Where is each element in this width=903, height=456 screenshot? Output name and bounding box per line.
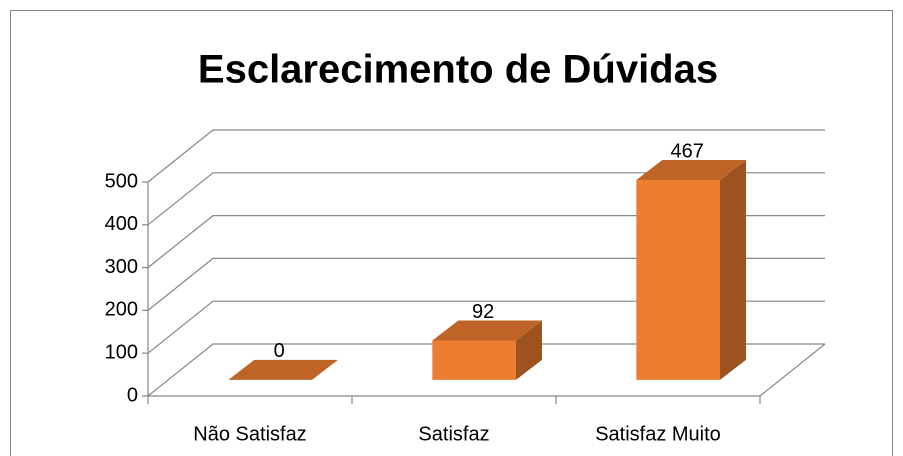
grid-line [147, 172, 825, 226]
chart-title: Esclarecimento de Dúvidas [198, 48, 718, 92]
grid-line [147, 129, 825, 183]
grid-line [147, 300, 825, 354]
bar-top [636, 160, 746, 181]
y-tick-label: 0 [127, 384, 138, 406]
bar [636, 160, 746, 380]
value-label: 0 [274, 340, 285, 362]
x-tick-label: Não Satisfaz [193, 423, 306, 445]
y-tick-label: 500 [105, 170, 138, 192]
grid-line [147, 343, 825, 397]
bar [432, 320, 542, 380]
value-label: 467 [670, 140, 703, 162]
bar-top [228, 359, 338, 380]
y-tick-label: 400 [105, 213, 138, 235]
bar-top [432, 320, 542, 341]
bar-front [636, 180, 720, 380]
x-tick-label: Satisfaz [418, 423, 489, 445]
y-tick-label: 200 [105, 299, 138, 321]
bar-front [432, 340, 516, 380]
value-label: 92 [472, 301, 494, 323]
y-tick-label: 300 [105, 256, 138, 278]
bar [228, 359, 338, 380]
bar-side [515, 320, 542, 380]
bar-side [719, 160, 746, 380]
y-tick-label: 100 [105, 341, 138, 363]
x-tick-label: Satisfaz Muito [595, 423, 721, 445]
grid-line [147, 257, 825, 311]
grid-line [147, 215, 825, 269]
